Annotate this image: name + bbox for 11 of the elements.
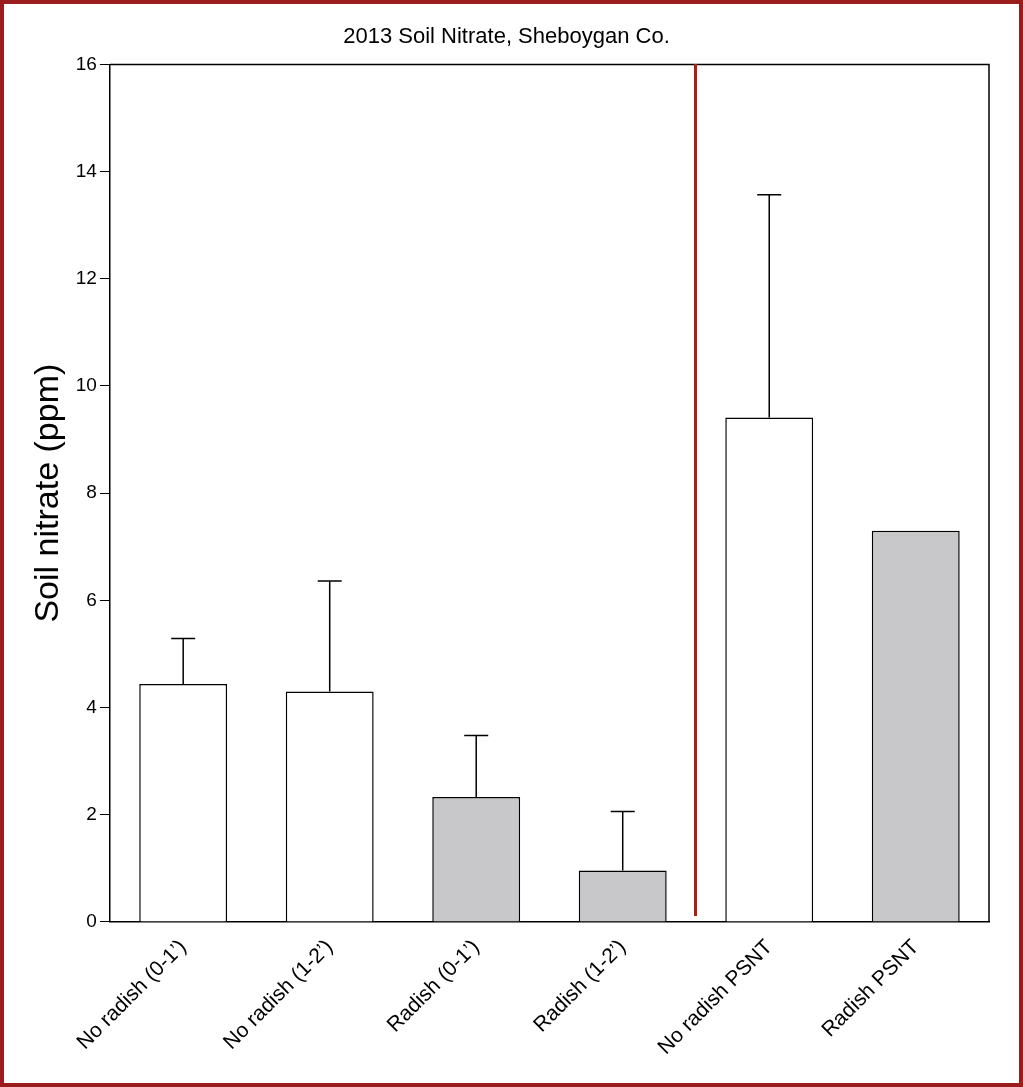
chart-title: 2013 Soil Nitrate, Sheboygan Co. xyxy=(343,23,670,49)
y-tick-label: 4 xyxy=(86,695,98,717)
y-tick-label: 2 xyxy=(86,802,97,824)
y-tick-label: 8 xyxy=(86,481,97,503)
y-tick-label: 12 xyxy=(75,267,97,289)
y-tick-label: 10 xyxy=(75,374,97,396)
y-axis-title: Soil nitrate (ppm) xyxy=(26,363,65,623)
y-tick-label: 16 xyxy=(75,52,97,74)
y-tick-label: 6 xyxy=(86,588,97,610)
y-tick-label: 0 xyxy=(86,910,97,932)
y-tick-label: 14 xyxy=(75,159,98,181)
